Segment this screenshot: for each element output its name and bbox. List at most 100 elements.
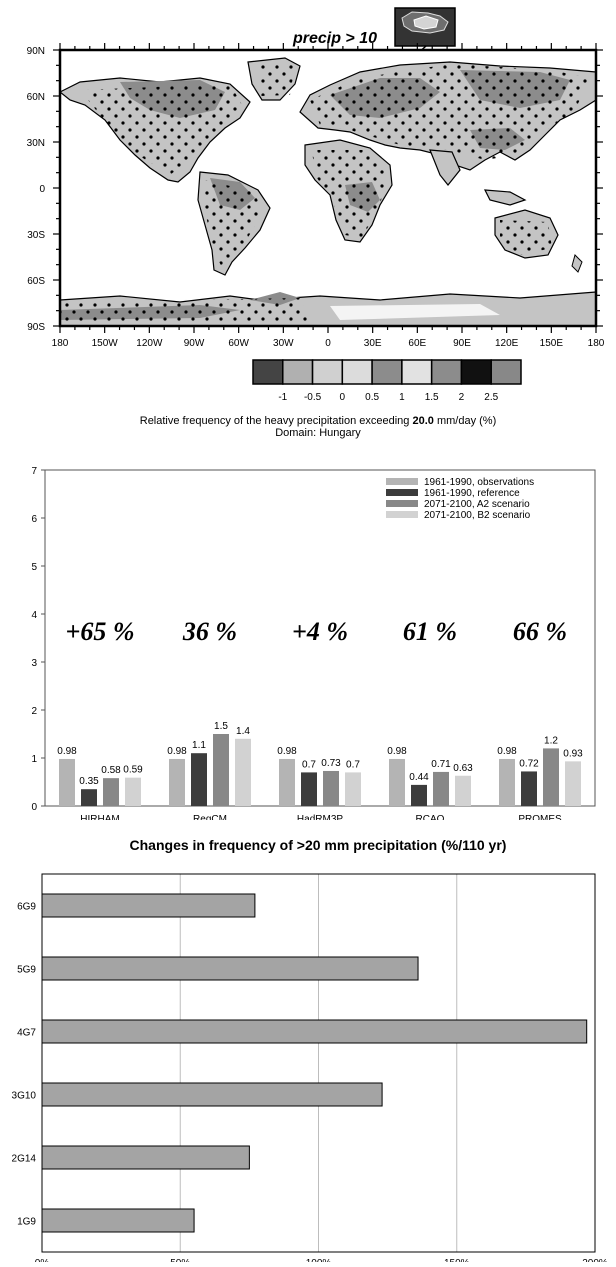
colorbar-label: 1 xyxy=(399,392,405,403)
colorbar-swatch xyxy=(341,359,373,385)
bar-value-label: 1.1 xyxy=(192,740,206,751)
hbar-category-label: 3G10 xyxy=(12,1091,37,1102)
world-map-figure: precip > 10 xyxy=(27,7,605,403)
longitude-labels: 180 150W 120W 90W 60W 30W 0 30E 60E 90E 120E 150E 18… xyxy=(52,338,605,349)
colorbar-swatch xyxy=(282,359,314,385)
legend-label: 1961-1990, reference xyxy=(424,488,520,499)
hbar-x-tick-label: 50% xyxy=(170,1258,190,1262)
bar-y-tick-label: 3 xyxy=(31,658,37,669)
bar-chart-panel: Relative frequency of the heavy precipit… xyxy=(0,410,616,833)
lon-label: 90W xyxy=(184,338,205,349)
hbar-category-label: 4G7 xyxy=(17,1028,36,1039)
colorbar-label: 0.5 xyxy=(365,392,379,403)
lon-label: 120W xyxy=(136,338,163,349)
legend-label: 2071-2100, A2 scenario xyxy=(424,499,530,510)
bar-y-tick-label: 5 xyxy=(31,562,37,573)
bar-value-label: 0.59 xyxy=(123,765,143,776)
lon-label: 150E xyxy=(540,338,564,349)
hbar-gridlines xyxy=(41,874,596,1252)
bar-value-label: 0.58 xyxy=(101,765,121,776)
bar xyxy=(279,758,295,806)
hbar-x-tick-label: 150% xyxy=(444,1258,470,1262)
bar xyxy=(565,761,581,806)
horizontal-bar-chart: Changes in frequency of >20 mm precipita… xyxy=(12,837,608,1267)
bar-value-label: 0.72 xyxy=(519,758,539,769)
bar-value-label: 0.98 xyxy=(497,746,517,757)
lon-label: 150W xyxy=(92,338,119,349)
hbar xyxy=(41,1208,195,1233)
lat-label: 0 xyxy=(39,184,45,195)
colorbar-swatch xyxy=(401,359,433,385)
grouped-bar-chart: Relative frequency of the heavy precipit… xyxy=(31,415,596,833)
hbar-category-label: 6G9 xyxy=(17,902,36,913)
bar xyxy=(213,734,229,806)
bar-category-label: RegCM xyxy=(193,814,227,820)
bar xyxy=(499,758,515,806)
bar-value-label: 0.98 xyxy=(387,746,407,757)
hbar-category-label: 2G14 xyxy=(12,1154,37,1165)
change-annotation: +4 % xyxy=(292,617,348,646)
bar xyxy=(81,789,97,806)
hbar xyxy=(41,956,419,981)
bar-value-label: 0.63 xyxy=(453,763,473,774)
hbar-category-label: 1G9 xyxy=(17,1217,36,1228)
lon-label: 60E xyxy=(408,338,426,349)
bar-value-label: 1.2 xyxy=(544,735,558,746)
hbar-chart-title: Changes in frequency of >20 mm precipita… xyxy=(130,837,507,853)
latitude-labels: 90N 60N 30N 0 30S 60S 90S xyxy=(27,46,46,333)
bar xyxy=(169,758,185,806)
colorbar-swatch xyxy=(490,359,522,385)
bar-value-label: 1.4 xyxy=(236,726,250,737)
bar-annotations: +65 % 36 % +4 % 61 % 66 % xyxy=(66,617,568,646)
colorbar-label: 2.5 xyxy=(484,392,498,403)
hbar xyxy=(41,1019,588,1044)
bar xyxy=(345,772,361,806)
lat-label: 90N xyxy=(27,46,45,57)
map-axis-ticks xyxy=(53,43,603,333)
colorbar-swatch xyxy=(430,359,463,385)
lat-label: 90S xyxy=(27,322,45,333)
bar-value-label: 0.93 xyxy=(563,748,583,759)
hbar-x-tick-label: 200% xyxy=(582,1258,608,1262)
bar-y-tick-label: 6 xyxy=(31,514,37,525)
map-panel: precip > 10 xyxy=(0,0,616,410)
colorbar-label: 1.5 xyxy=(425,392,439,403)
hbar-chart-panel: Changes in frequency of >20 mm precipita… xyxy=(0,820,616,1267)
hbar xyxy=(41,1145,250,1170)
map-area xyxy=(60,50,596,326)
bar xyxy=(411,784,427,806)
legend-swatch xyxy=(386,500,418,507)
bar-value-label: 0.71 xyxy=(431,759,451,770)
bar xyxy=(543,748,559,806)
bar-category-label: HadRM3P xyxy=(297,814,343,820)
bar xyxy=(125,777,141,806)
bar-chart-title: Relative frequency of the heavy precipit… xyxy=(140,415,497,427)
colorbar-label: 2 xyxy=(459,392,465,403)
bar xyxy=(323,770,339,806)
hbar-y-labels: 6G9 5G9 4G7 3G10 2G14 1G9 xyxy=(12,902,37,1228)
india xyxy=(429,149,461,186)
bar-value-label: 0.98 xyxy=(277,746,297,757)
hbar-x-tick-label: 0% xyxy=(35,1258,50,1262)
bar-y-tick-label: 1 xyxy=(31,754,37,765)
colorbar-swatch xyxy=(311,359,344,385)
colorbar-labels: -1 -0.5 0 0.5 1 1.5 2 2.5 xyxy=(278,392,498,403)
change-annotation: 36 % xyxy=(182,617,237,646)
bar xyxy=(521,771,537,806)
change-annotation: 66 % xyxy=(513,617,567,646)
bar xyxy=(389,758,405,806)
legend-swatch xyxy=(386,489,418,496)
bar-value-label: 0.35 xyxy=(79,776,99,787)
colorbar-swatch xyxy=(252,359,284,385)
indonesia xyxy=(483,189,527,206)
lon-label: 120E xyxy=(495,338,519,349)
bar-value-label: 0.7 xyxy=(346,759,360,770)
bar xyxy=(235,738,251,806)
bar-value-label: 0.98 xyxy=(167,746,187,757)
bar-value-label: 1.5 xyxy=(214,721,228,732)
change-annotation: 61 % xyxy=(403,617,457,646)
lat-label: 60S xyxy=(27,276,45,287)
hbar-category-label: 5G9 xyxy=(17,965,36,976)
bar-value-label: 0.7 xyxy=(302,759,316,770)
